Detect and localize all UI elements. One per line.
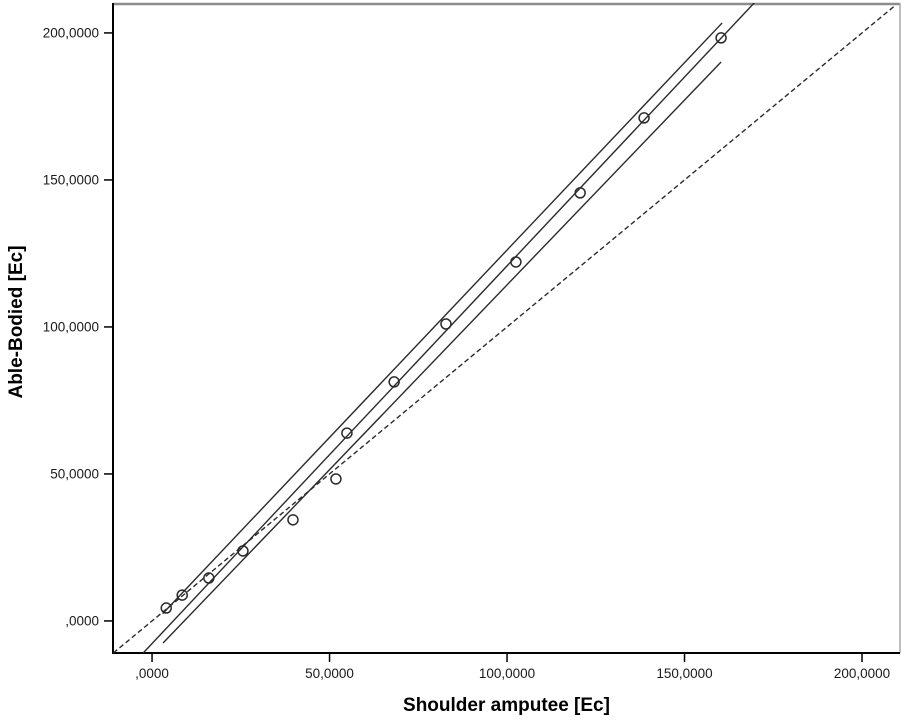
data-point <box>638 112 650 124</box>
data-point <box>237 545 249 557</box>
y-tick-label: 100,0000 <box>43 319 99 334</box>
ci-lower-line <box>162 61 722 644</box>
data-point <box>176 589 188 601</box>
y-tick-label: ,0000 <box>65 613 99 628</box>
y-tick-label: 50,0000 <box>50 466 99 481</box>
data-point <box>510 256 522 268</box>
data-point <box>287 514 299 526</box>
data-point <box>160 602 172 614</box>
x-tick-label: 150,0000 <box>656 666 712 681</box>
x-axis-title: Shoulder amputee [Ec] <box>403 695 610 716</box>
y-axis-title: Able-Bodied [Ec] <box>6 245 27 399</box>
data-point <box>341 427 353 439</box>
data-point <box>388 376 400 388</box>
data-point <box>440 318 452 330</box>
data-point <box>715 32 727 44</box>
x-tick-label: ,0000 <box>135 666 169 681</box>
x-tick-label: 50,0000 <box>305 666 354 681</box>
data-point <box>330 473 342 485</box>
data-point <box>203 572 215 584</box>
identity-line <box>113 4 897 653</box>
y-tick-label: 150,0000 <box>43 172 99 187</box>
ci-upper-line <box>162 22 723 615</box>
x-tick-label: 100,0000 <box>479 666 535 681</box>
data-point <box>574 187 586 199</box>
y-tick-label: 200,0000 <box>43 25 99 40</box>
x-tick-label: 200,0000 <box>834 666 890 681</box>
